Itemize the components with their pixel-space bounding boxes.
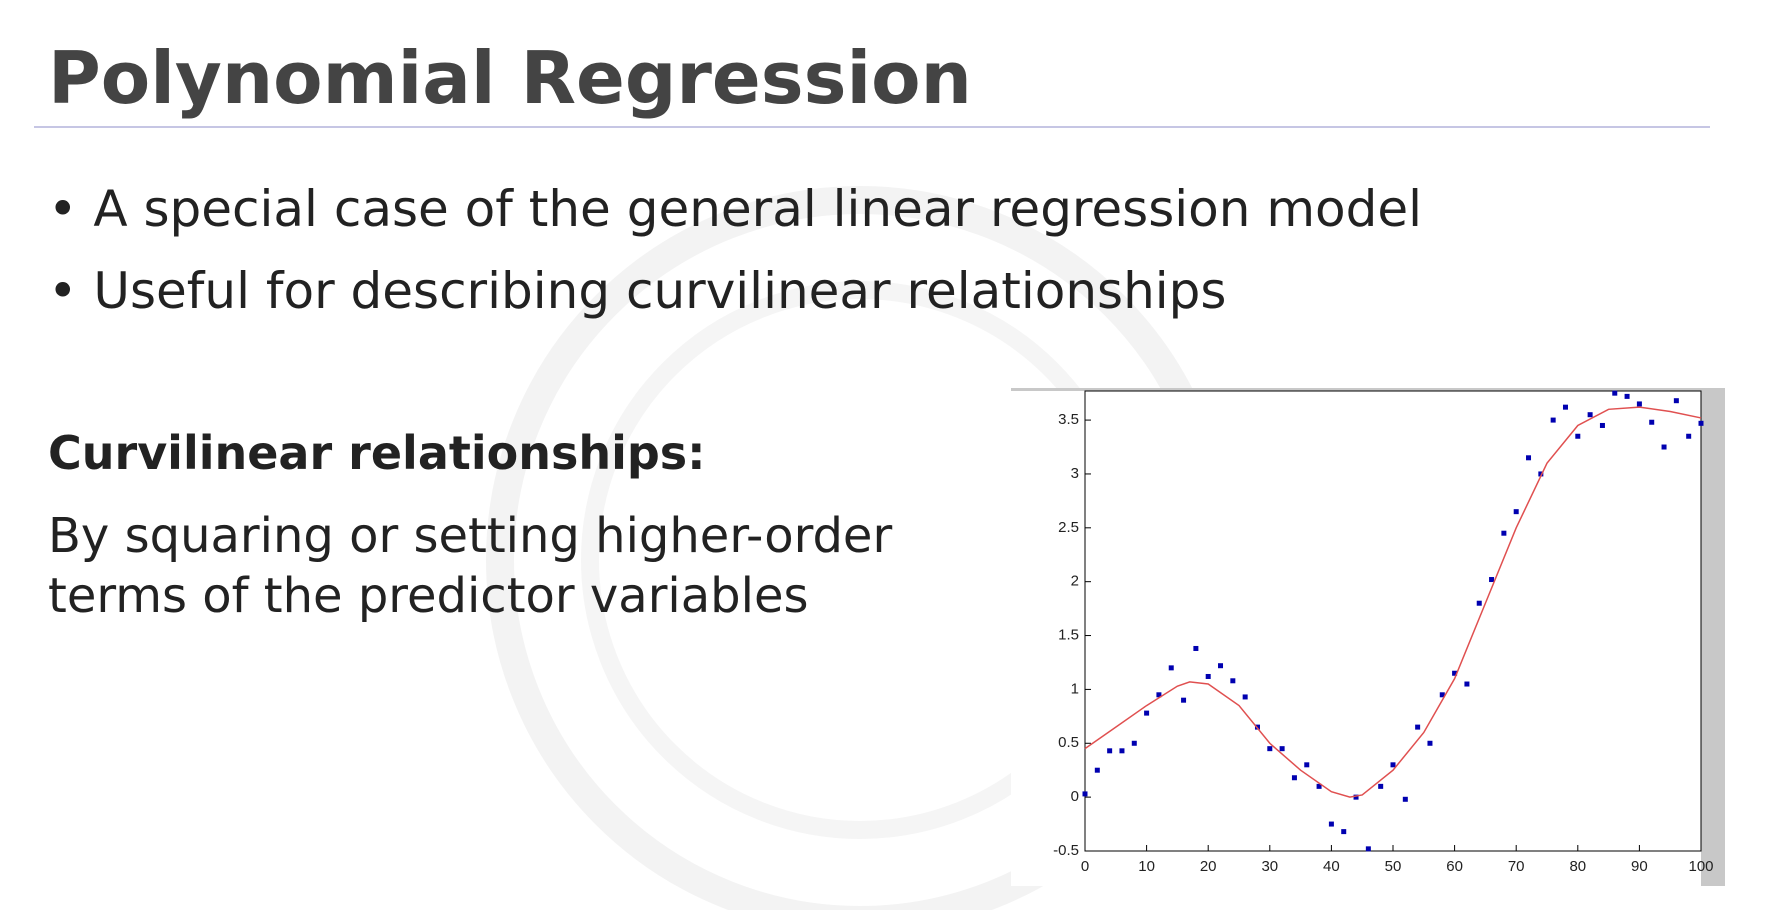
y-tick-label: 2.5 (1058, 519, 1079, 536)
data-point (1082, 791, 1088, 797)
data-point (1341, 829, 1347, 835)
data-point (1304, 762, 1310, 768)
data-point (1230, 678, 1236, 684)
data-point (1464, 681, 1470, 687)
data-point (1168, 665, 1174, 671)
data-point (1205, 673, 1211, 679)
section-heading: Curvilinear relationships: (48, 426, 706, 480)
x-tick-label: 60 (1446, 858, 1463, 875)
data-point (1526, 455, 1532, 461)
y-tick-label: 2 (1071, 573, 1079, 590)
data-point (1476, 600, 1482, 606)
x-tick-label: 20 (1200, 858, 1217, 875)
fit-curve (1084, 406, 1702, 798)
data-point (1587, 412, 1593, 418)
data-point (1501, 530, 1507, 536)
data-point (1452, 670, 1458, 676)
data-point (1328, 821, 1334, 827)
data-point (1365, 846, 1371, 852)
y-tick-label: 3.5 (1058, 411, 1079, 428)
data-point (1353, 794, 1359, 800)
data-point (1144, 710, 1150, 716)
data-point (1242, 694, 1248, 700)
bullet: • Useful for describing curvilinear rela… (48, 262, 1227, 320)
data-point (1107, 748, 1113, 754)
data-point (1673, 398, 1679, 404)
data-point (1193, 645, 1199, 651)
data-point (1661, 444, 1667, 450)
data-point (1291, 775, 1297, 781)
data-point (1612, 390, 1618, 396)
data-point (1624, 393, 1630, 399)
data-point (1218, 663, 1224, 669)
data-point (1649, 419, 1655, 425)
data-point (1698, 420, 1704, 426)
bullet-text: Useful for describing curvilinear relati… (93, 262, 1227, 320)
data-point (1489, 577, 1495, 583)
data-point (1378, 783, 1384, 789)
data-point (1427, 740, 1433, 746)
x-tick-label: 100 (1688, 858, 1713, 875)
data-point (1156, 692, 1162, 698)
bullet-text: A special case of the general linear reg… (93, 180, 1423, 238)
y-tick-label: 1 (1071, 680, 1079, 697)
x-tick-label: 0 (1081, 858, 1089, 875)
y-tick-label: -0.5 (1053, 842, 1079, 859)
data-point (1267, 746, 1273, 752)
x-tick-label: 40 (1323, 858, 1340, 875)
x-tick-label: 80 (1569, 858, 1586, 875)
data-point (1538, 471, 1544, 477)
data-point (1094, 767, 1100, 773)
data-point (1316, 783, 1322, 789)
x-tick-label: 90 (1631, 858, 1648, 875)
x-tick-label: 50 (1385, 858, 1402, 875)
section-line: terms of the predictor variables (48, 568, 809, 624)
data-point (1636, 401, 1642, 407)
data-point (1402, 796, 1408, 802)
data-point (1181, 697, 1187, 703)
data-point (1131, 740, 1137, 746)
x-tick-label: 30 (1261, 858, 1278, 875)
data-point (1119, 748, 1125, 754)
bullet: • A special case of the general linear r… (48, 180, 1423, 238)
y-tick-label: 3 (1071, 465, 1079, 482)
y-tick-label: 1.5 (1058, 627, 1079, 644)
data-point (1279, 746, 1285, 752)
data-point (1513, 509, 1519, 515)
data-point (1415, 724, 1421, 730)
data-point (1562, 404, 1568, 410)
data-point (1550, 417, 1556, 423)
data-point (1599, 422, 1605, 428)
x-tick-label: 70 (1508, 858, 1525, 875)
y-tick-label: 0 (1071, 788, 1079, 805)
data-point (1439, 692, 1445, 698)
y-tick-label: 0.5 (1058, 734, 1079, 751)
title: Polynomial Regression (48, 36, 972, 120)
data-point (1390, 762, 1396, 768)
plot-area (1084, 390, 1702, 852)
section-line: By squaring or setting higher-order (48, 508, 893, 564)
data-point (1686, 433, 1692, 439)
x-tick-label: 10 (1138, 858, 1155, 875)
data-point (1575, 433, 1581, 439)
